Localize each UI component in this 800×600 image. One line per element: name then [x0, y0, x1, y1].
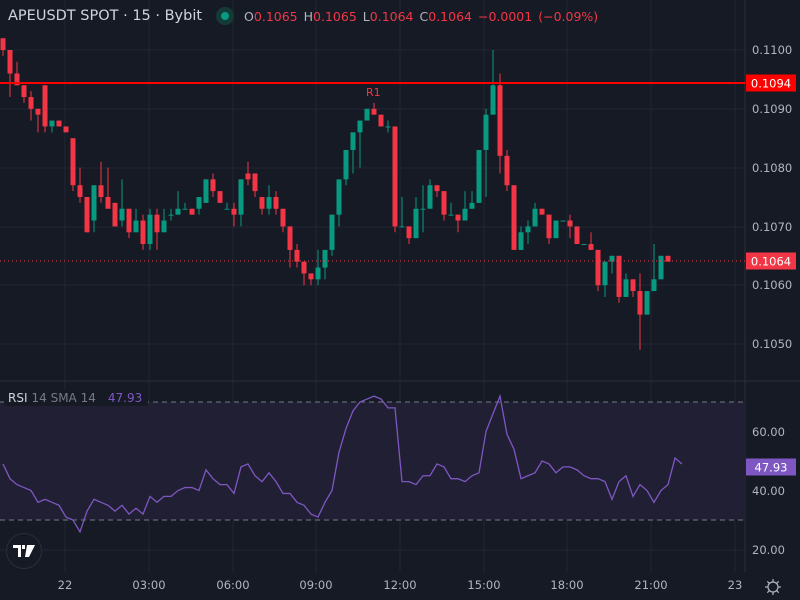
- open-label: O: [244, 8, 254, 24]
- rsi-line: [2, 393, 683, 534]
- settings-gear-icon[interactable]: [764, 578, 782, 596]
- time-tick: 09:00: [299, 578, 333, 592]
- tradingview-logo-icon[interactable]: [6, 533, 42, 569]
- time-tick: 15:00: [467, 578, 501, 592]
- rsi-band: [0, 401, 745, 521]
- price-lines: [0, 82, 745, 262]
- rsi-value-tag: 47.93: [746, 458, 796, 476]
- price-tick: 0.1050: [752, 337, 793, 351]
- time-tick: 21:00: [634, 578, 668, 592]
- rsi-tick: 20.00: [752, 543, 785, 557]
- rsi-tick: 40.00: [752, 484, 785, 498]
- time-tick: 12:00: [383, 578, 417, 592]
- resistance-label: R1: [366, 86, 381, 99]
- price-tick: 0.1070: [752, 220, 793, 234]
- rsi-value: 47.93: [107, 391, 143, 405]
- price-tick: 0.1090: [752, 102, 793, 116]
- rsi-params: 14 SMA 14: [31, 391, 96, 405]
- close-value: 0.1064: [428, 8, 472, 24]
- time-tick: 18:00: [550, 578, 584, 592]
- high-value: 0.1065: [313, 8, 357, 24]
- price-tick: 0.1080: [752, 161, 793, 175]
- time-tick: 03:00: [132, 578, 166, 592]
- price-tick: 0.1100: [752, 43, 793, 57]
- low-label: L: [362, 8, 370, 24]
- market-status-icon: [216, 7, 235, 25]
- time-tick: 22: [57, 578, 73, 592]
- resistance-price-tag: 0.1094: [746, 74, 796, 92]
- ohlc-values: O0.1065 H0.1065 L0.1064 C0.1064 −0.0001 …: [244, 9, 598, 24]
- symbol-legend[interactable]: APEUSDT SPOT · 15 · Bybit O0.1065 H0.106…: [8, 7, 598, 25]
- time-tick: 06:00: [216, 578, 250, 592]
- change-value: −0.0001: [478, 8, 533, 24]
- open-value: 0.1065: [253, 8, 298, 24]
- time-tick: 23: [727, 578, 743, 592]
- rsi-legend[interactable]: RSI 14 SMA 14 47.93: [4, 390, 149, 406]
- symbol-title[interactable]: APEUSDT SPOT · 15 · Bybit: [8, 8, 203, 24]
- candlestick-series: [0, 38, 671, 350]
- price-tick: 0.1060: [752, 278, 793, 292]
- rsi-name: RSI: [8, 391, 28, 405]
- low-value: 0.1064: [369, 8, 414, 24]
- rsi-tick: 60.00: [752, 425, 785, 439]
- change-percent: (−0.09%): [538, 8, 599, 24]
- last-price-tag: 0.1064: [746, 252, 796, 270]
- close-label: C: [419, 8, 429, 24]
- high-label: H: [303, 8, 314, 24]
